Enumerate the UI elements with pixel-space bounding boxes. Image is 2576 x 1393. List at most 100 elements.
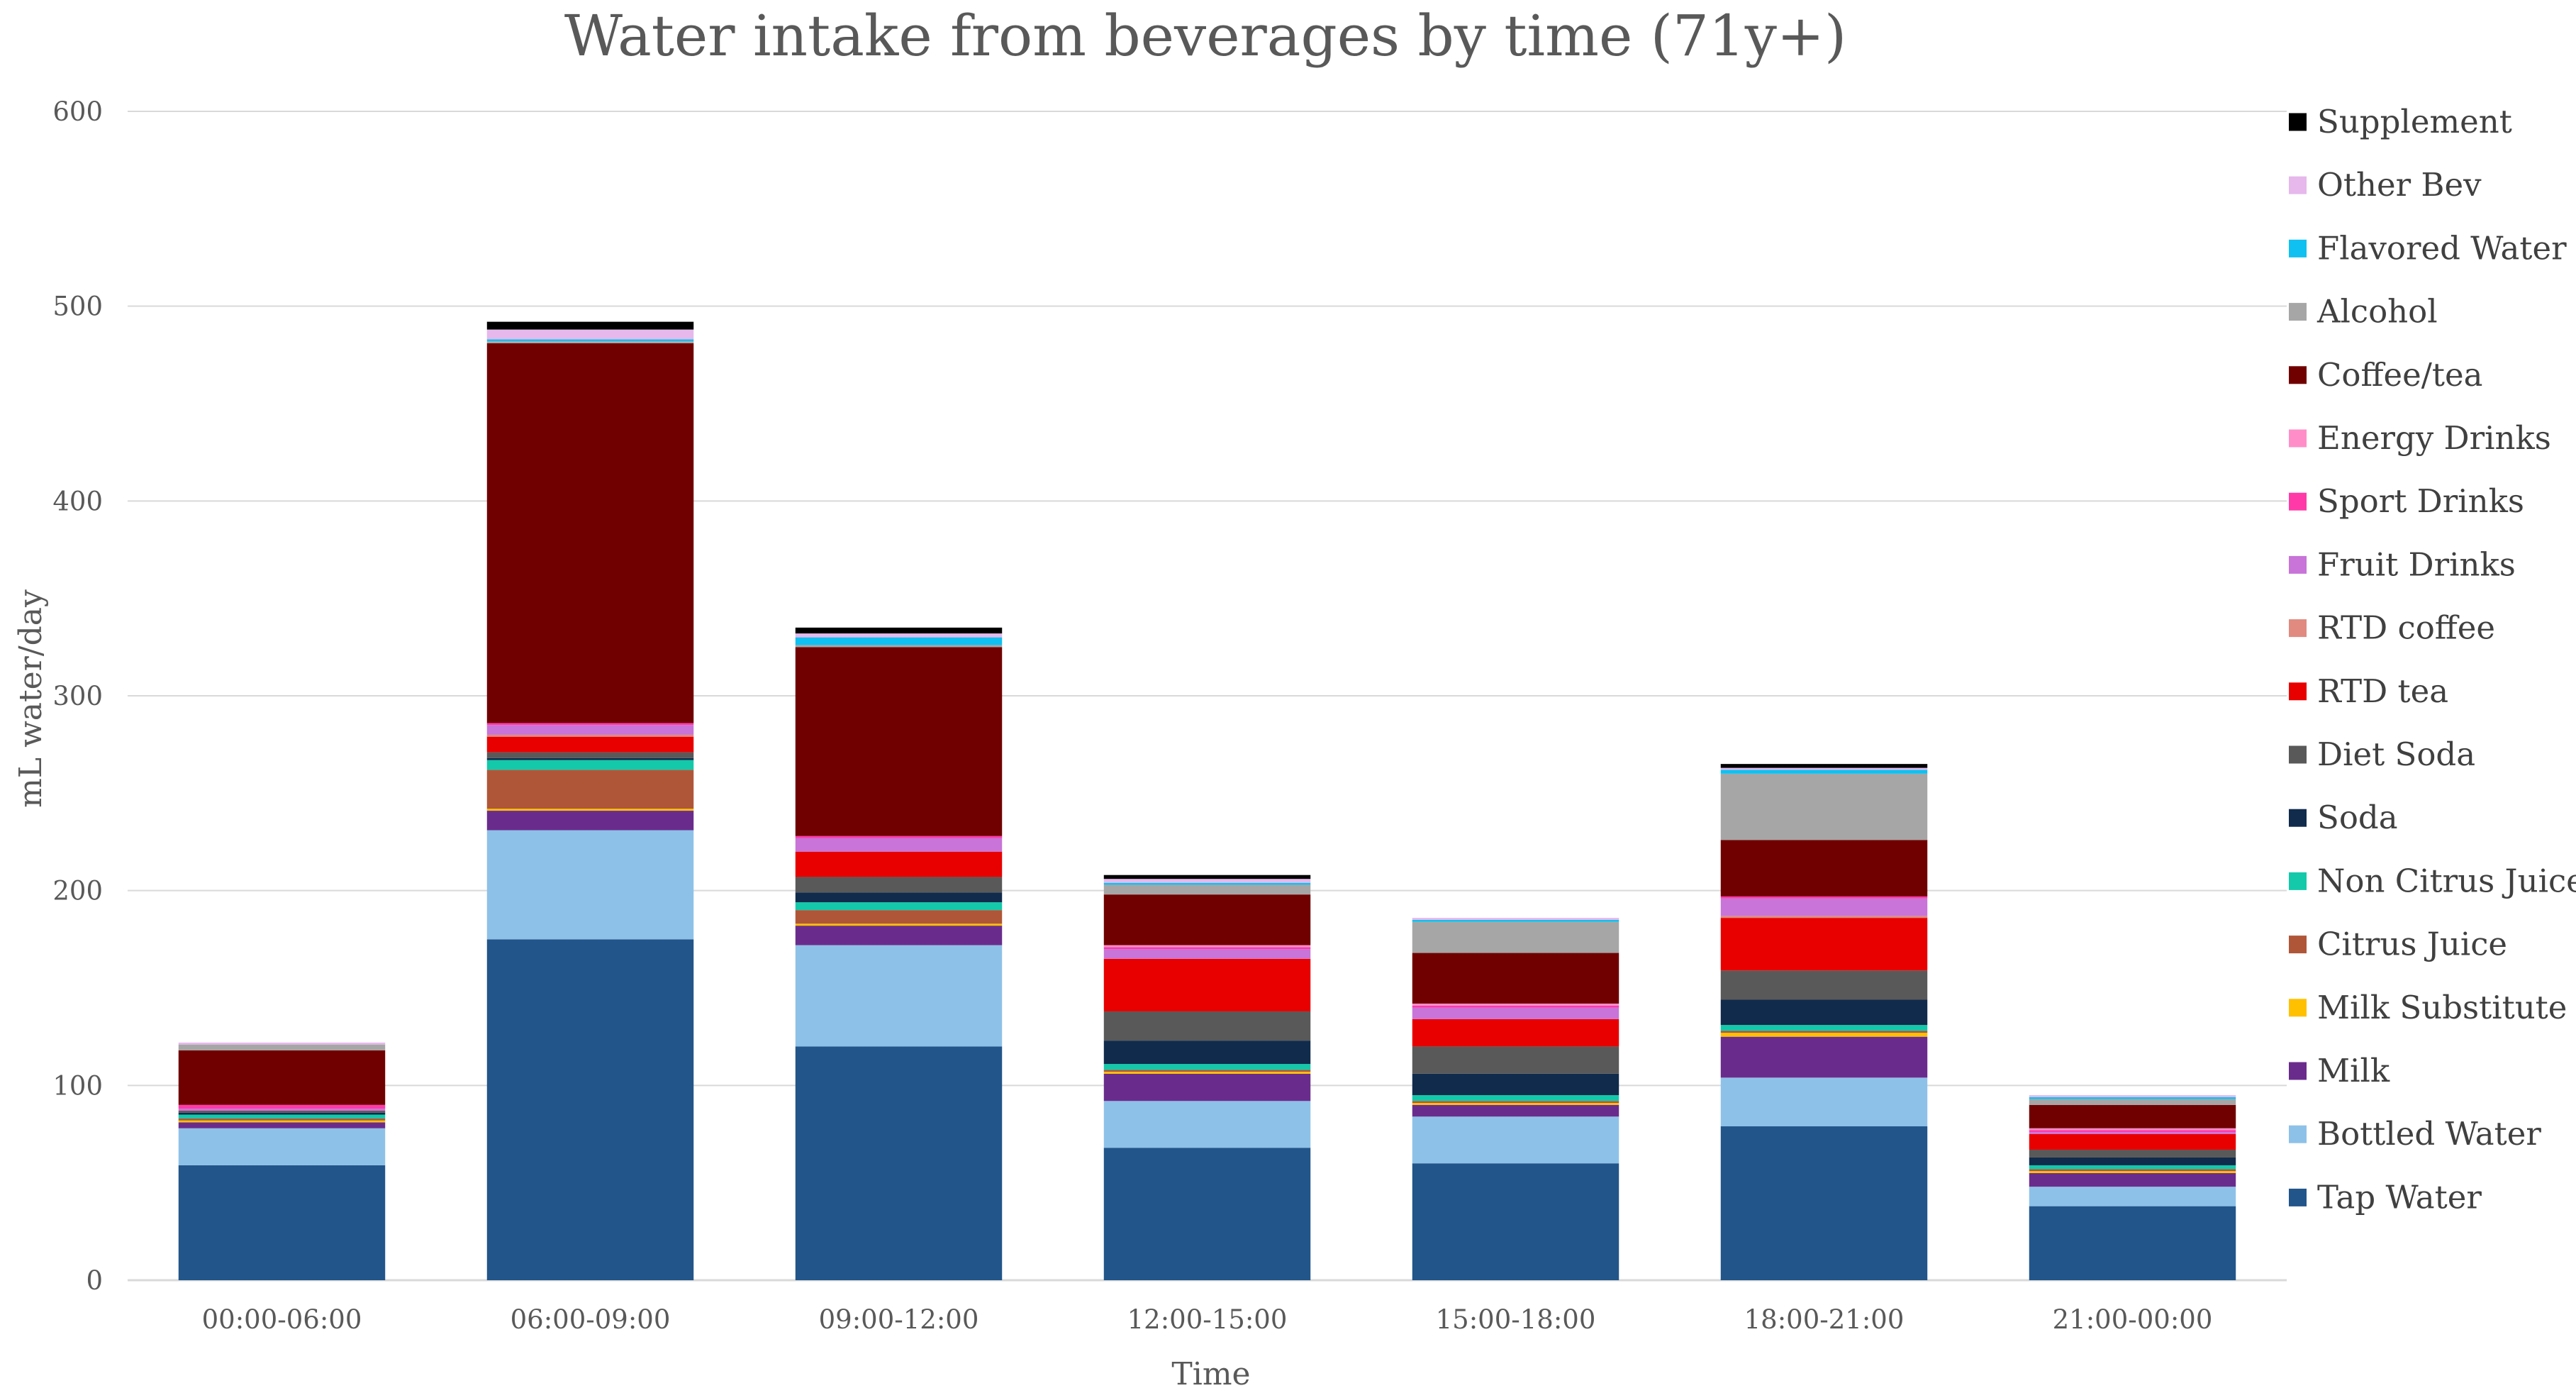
bar-segment — [1412, 953, 1619, 1004]
x-tick-label: 12:00-15:00 — [1127, 1304, 1288, 1335]
bar-segment — [486, 770, 694, 809]
bar-segment — [1103, 875, 1311, 879]
x-axis-ticks: 00:00-06:00 06:00-09:00 09:00-12:00 12:00-1… — [202, 1304, 2213, 1335]
legend-item: RTD tea — [2289, 672, 2448, 710]
bar-segment — [795, 645, 1003, 648]
bar-segment — [2029, 1172, 2236, 1187]
y-tick-label: 600 — [52, 96, 103, 127]
bar-segment — [2029, 1206, 2236, 1280]
x-tick-label: 06:00-09:00 — [511, 1304, 671, 1335]
legend-item: Coffee/tea — [2289, 356, 2482, 394]
bar-segment — [486, 939, 694, 1280]
legend-item: Soda — [2289, 799, 2398, 836]
bar-segment — [1412, 921, 1619, 953]
bar-segment — [2029, 1149, 2236, 1158]
y-tick-label: 0 — [86, 1265, 103, 1296]
legend-label: Alcohol — [2316, 293, 2438, 331]
bar-segment — [1412, 1103, 1619, 1105]
legend-swatch — [2289, 113, 2307, 131]
legend-item: Milk — [2289, 1052, 2390, 1089]
legend-item: Fruit Drinks — [2289, 545, 2516, 583]
legend-swatch — [2289, 239, 2307, 257]
legend-swatch — [2289, 1125, 2307, 1143]
y-axis-ticks: 0 100 200 300 400 500 600 — [52, 96, 103, 1296]
bar-segment — [1103, 958, 1311, 1011]
bar-segment — [1720, 918, 1928, 971]
bar-segment — [486, 809, 694, 811]
bar-segment — [1103, 1040, 1311, 1065]
y-axis-label: mL water/day — [13, 589, 49, 808]
bar-segment — [486, 341, 694, 343]
legend-label: Soda — [2317, 799, 2398, 836]
bar-segment — [486, 723, 694, 726]
bar-segment — [1103, 1148, 1311, 1280]
legend-swatch — [2289, 936, 2307, 954]
legend-swatch — [2289, 303, 2307, 321]
legend: Supplement Other Bev Flavored Water Alcohol… — [2289, 103, 2576, 1216]
y-tick-label: 400 — [52, 486, 103, 516]
legend-item: Citrus Juice — [2289, 926, 2507, 963]
legend-label: Fruit Drinks — [2317, 545, 2516, 583]
legend-item: Sport Drinks — [2289, 482, 2524, 520]
bar-segment — [486, 736, 694, 753]
bar-segment — [1412, 1046, 1619, 1074]
bar-segment — [178, 1114, 386, 1119]
x-axis-label: Time — [1171, 1356, 1250, 1392]
legend-item: Flavored Water — [2289, 229, 2567, 267]
bar-segment — [1412, 1007, 1619, 1019]
legend-label: Milk — [2317, 1052, 2390, 1089]
bar-segment — [1412, 1019, 1619, 1047]
bar-segment — [2029, 1097, 2236, 1099]
bar-segment — [1103, 1073, 1311, 1101]
bar-segment — [486, 752, 694, 758]
bar-stack — [1412, 918, 1619, 1280]
legend-label: Citrus Juice — [2317, 926, 2507, 963]
legend-label: Non Citrus Juice — [2317, 862, 2576, 899]
bar-segment — [486, 757, 694, 760]
x-tick-label: 21:00-00:00 — [2053, 1304, 2213, 1335]
bar-segment — [2029, 1134, 2236, 1150]
y-tick-label: 300 — [52, 681, 103, 711]
bar-segment — [178, 1042, 386, 1045]
bar-segment — [795, 637, 1003, 645]
bar-segment — [486, 339, 694, 342]
bar-segment — [2029, 1099, 2236, 1105]
bar-segment — [2029, 1095, 2236, 1097]
bar-segment — [2029, 1130, 2236, 1133]
bar-segment — [1720, 1031, 1928, 1033]
bar-stack — [486, 321, 694, 1280]
bar-segment — [1720, 916, 1928, 919]
bar-stack — [178, 1042, 386, 1280]
bar-segment — [1720, 1033, 1928, 1037]
bar-segment — [1103, 949, 1311, 959]
bar-segment — [1720, 1077, 1928, 1127]
bar-segment — [1412, 1005, 1619, 1008]
bar-segment — [1720, 770, 1928, 774]
bar-segment — [178, 1050, 386, 1105]
bar-segment — [1103, 945, 1311, 948]
bar-segment — [795, 877, 1003, 893]
bar-segment — [178, 1104, 386, 1109]
bar-stack — [1103, 875, 1311, 1280]
legend-item: Diet Soda — [2289, 736, 2475, 773]
bar-stack — [1720, 764, 1928, 1280]
bar-segment — [1720, 896, 1928, 899]
bar-segment — [1103, 947, 1311, 950]
legend-label: Energy Drinks — [2317, 419, 2551, 457]
bar-segment — [1412, 919, 1619, 922]
bar-segment — [1412, 1003, 1619, 1006]
y-tick-label: 100 — [52, 1070, 103, 1101]
bar-segment — [1720, 970, 1928, 1000]
bar-segment — [1103, 1011, 1311, 1041]
legend-swatch — [2289, 999, 2307, 1017]
legend-label: RTD coffee — [2317, 609, 2495, 647]
x-tick-label: 15:00-18:00 — [1436, 1304, 1596, 1335]
legend-swatch — [2289, 429, 2307, 448]
x-tick-label: 18:00-21:00 — [1744, 1304, 1905, 1335]
bar-segment — [795, 902, 1003, 911]
bar-segment — [178, 1165, 386, 1280]
legend-label: Diet Soda — [2317, 736, 2475, 773]
bar-segment — [2029, 1157, 2236, 1165]
x-tick-label: 00:00-06:00 — [202, 1304, 362, 1335]
chart-title: Water intake from beverages by time (71y… — [564, 3, 1846, 69]
